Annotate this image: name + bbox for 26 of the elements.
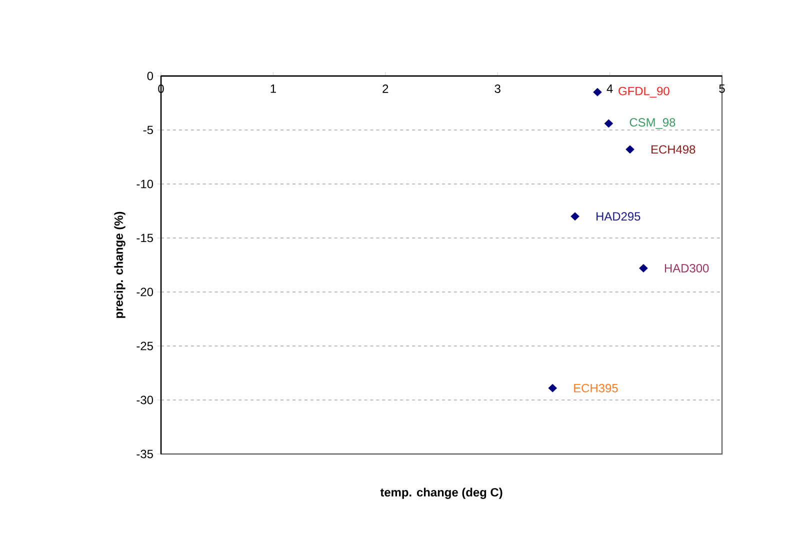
point bbox=[639, 264, 648, 272]
y-tick-label: -10 bbox=[136, 180, 154, 188]
annotation: ECH498 bbox=[652, 145, 696, 154]
x-tick-label: 2 bbox=[382, 84, 388, 93]
y-tick-label: -20 bbox=[136, 288, 154, 296]
annotation: CSM_98 bbox=[630, 118, 676, 129]
x-tick-label: 3 bbox=[494, 84, 500, 93]
y-tick-label: -30 bbox=[136, 396, 154, 404]
annotation: HAD300 bbox=[664, 264, 709, 272]
point bbox=[626, 145, 634, 154]
x-axis-title: temp. change (deg C) bbox=[380, 488, 502, 499]
y-tick-label: -35 bbox=[136, 450, 153, 458]
annotation: ECH395 bbox=[574, 384, 618, 392]
point bbox=[593, 88, 602, 96]
x-tick-label: 4 bbox=[606, 84, 613, 93]
x-tick-label: 1 bbox=[270, 84, 276, 93]
point bbox=[604, 119, 614, 128]
y-axis-title: precip. change (%) bbox=[114, 212, 126, 318]
point bbox=[570, 212, 580, 221]
y-tick-label: 0 bbox=[147, 72, 154, 80]
y-tick-label: -25 bbox=[136, 342, 153, 350]
point bbox=[548, 384, 557, 392]
y-tick-label: -15 bbox=[136, 234, 153, 242]
y-tick-label: -5 bbox=[143, 126, 153, 134]
annotation: GFDL_90 bbox=[618, 86, 670, 98]
annotation: HAD295 bbox=[596, 212, 640, 221]
